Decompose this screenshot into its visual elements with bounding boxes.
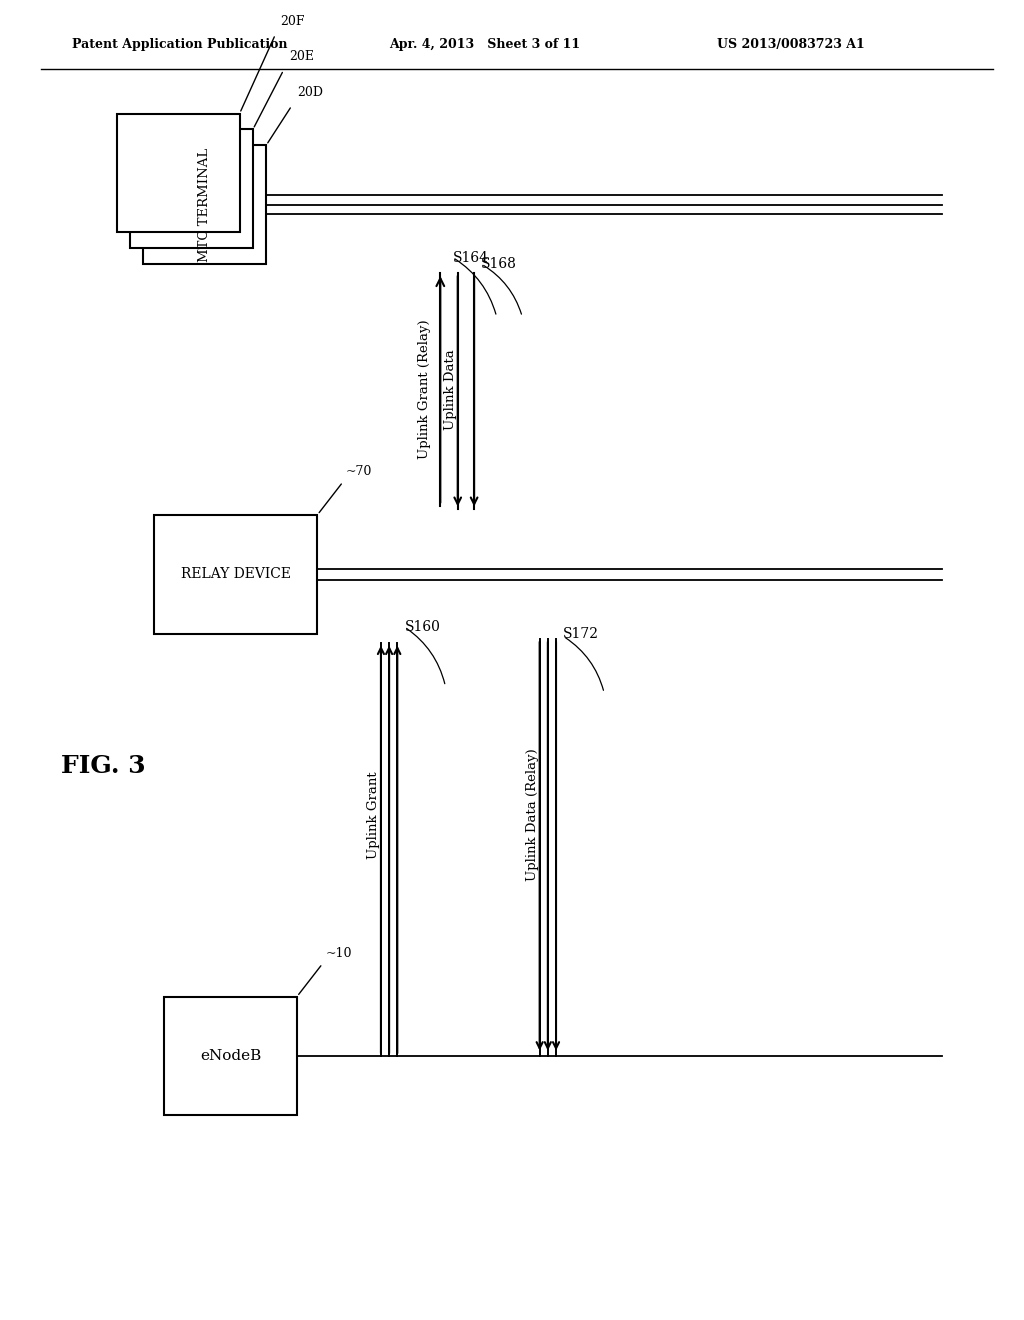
Bar: [164, 997, 297, 1115]
Text: US 2013/0083723 A1: US 2013/0083723 A1: [717, 38, 864, 51]
Text: S164: S164: [453, 251, 488, 265]
Text: eNodeB: eNodeB: [200, 1049, 261, 1063]
Text: S168: S168: [481, 257, 517, 272]
Text: Patent Application Publication: Patent Application Publication: [72, 38, 287, 51]
Text: 20E: 20E: [289, 50, 313, 63]
Text: Uplink Grant: Uplink Grant: [368, 771, 380, 859]
Text: Apr. 4, 2013   Sheet 3 of 11: Apr. 4, 2013 Sheet 3 of 11: [389, 38, 581, 51]
Text: Uplink Data: Uplink Data: [444, 348, 457, 430]
Bar: [154, 515, 317, 634]
Text: ~10: ~10: [326, 946, 352, 960]
Text: Uplink Data (Relay): Uplink Data (Relay): [526, 748, 539, 882]
Text: S172: S172: [563, 627, 599, 642]
Text: S160: S160: [404, 620, 440, 635]
Bar: [130, 129, 253, 248]
Bar: [143, 145, 266, 264]
Text: MTC TERMINAL: MTC TERMINAL: [199, 148, 211, 261]
Text: ~70: ~70: [346, 465, 373, 478]
Text: Uplink Grant (Relay): Uplink Grant (Relay): [419, 319, 431, 459]
Text: 20F: 20F: [281, 15, 305, 28]
Text: RELAY DEVICE: RELAY DEVICE: [180, 568, 291, 581]
Text: FIG. 3: FIG. 3: [61, 754, 146, 777]
Bar: [117, 114, 240, 232]
Text: 20D: 20D: [297, 86, 323, 99]
